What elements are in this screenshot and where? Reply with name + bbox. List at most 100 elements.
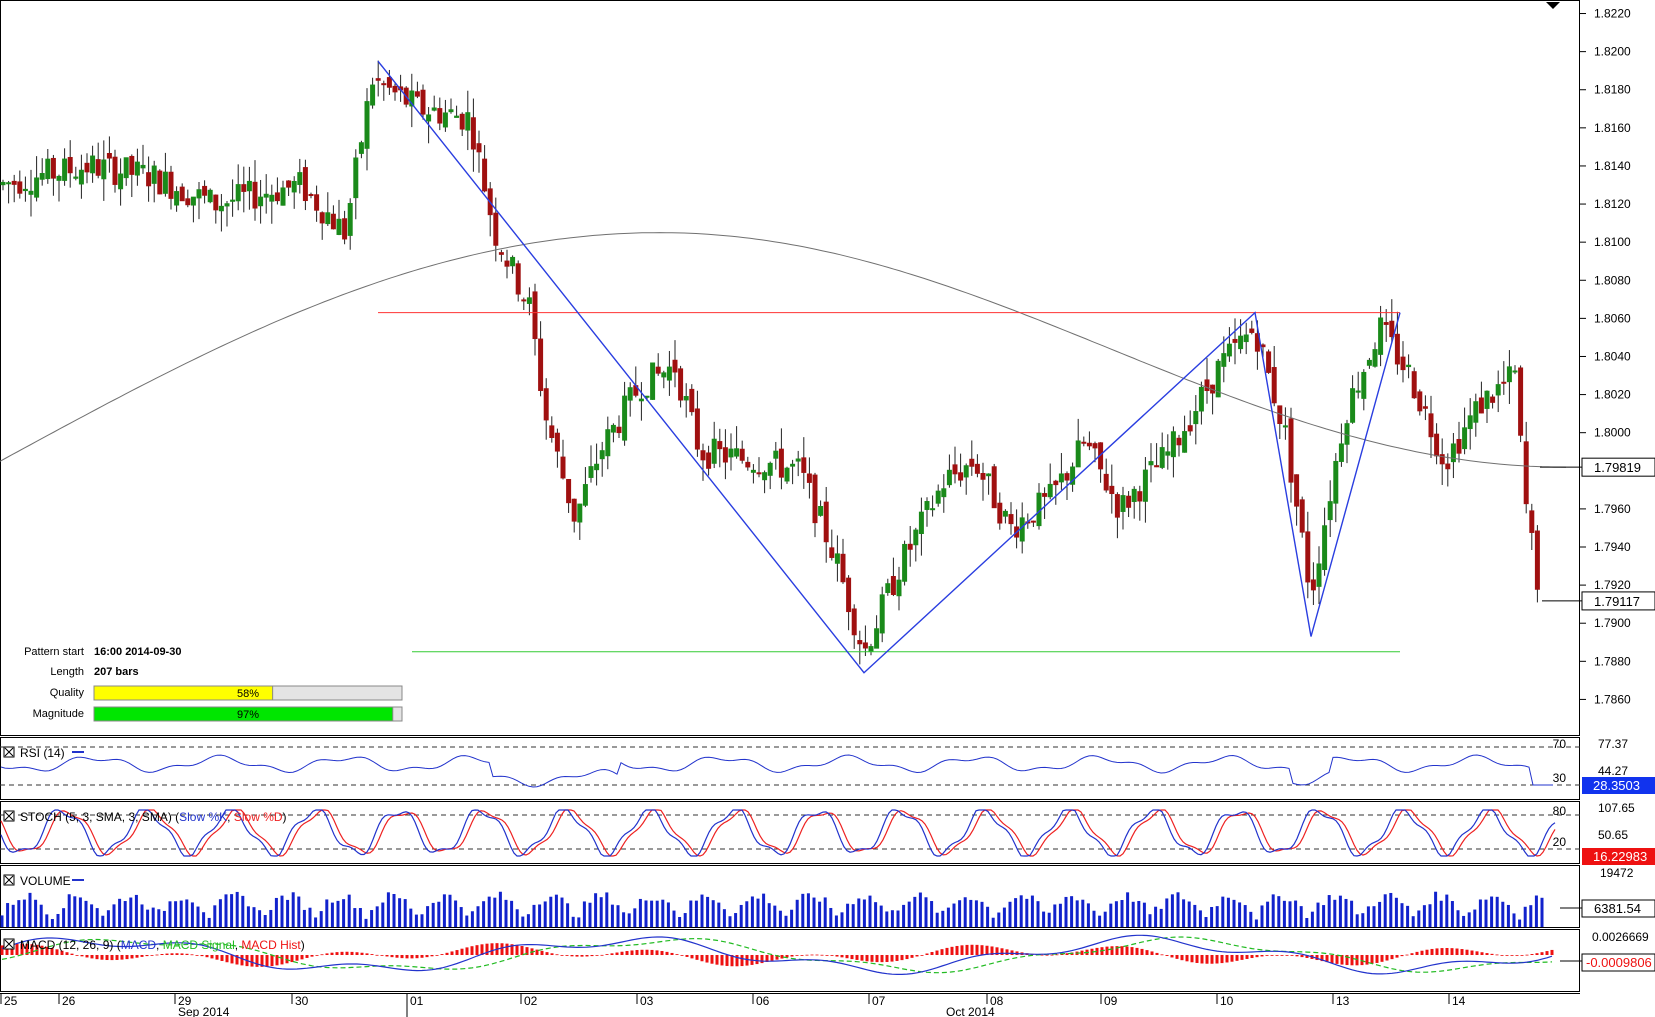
candle-body: [1501, 381, 1507, 384]
candle-body: [941, 488, 947, 498]
macd-hist-bar: [175, 953, 179, 955]
candle-body: [162, 171, 168, 194]
candle-body: [230, 199, 236, 202]
macd-hist-bar: [850, 955, 854, 960]
macd-hist-bar: [180, 953, 184, 955]
macd-hist-bar: [385, 955, 389, 957]
volume-bar: [73, 896, 77, 927]
macd-hist-bar: [1500, 955, 1504, 956]
candle-body: [1019, 517, 1025, 542]
candle-body: [39, 173, 45, 180]
macd-hist-bar: [700, 955, 704, 962]
candle-body: [1327, 501, 1333, 521]
volume-bar: [1288, 901, 1292, 927]
macd-hist-bar: [40, 945, 44, 955]
volume-bar: [896, 910, 900, 927]
time-tick-label: 06: [756, 994, 770, 1008]
macd-hist-bar: [755, 955, 759, 965]
macd-hist-bar: [765, 955, 769, 962]
macd-hist-bar: [460, 948, 464, 955]
macd-hist-bar: [1140, 948, 1144, 955]
volume-bar: [437, 901, 441, 927]
volume-bar: [258, 910, 262, 927]
macd-hist-bar: [505, 943, 509, 955]
stoch-axis-top: 107.65: [1598, 801, 1635, 815]
volume-bar: [196, 906, 200, 927]
candle-body: [207, 189, 213, 203]
macd-histogram: [0, 943, 1554, 967]
candle-body: [202, 185, 208, 196]
macd-hist-bar: [15, 943, 19, 955]
macd-hist-bar: [680, 955, 684, 956]
macd-hist-bar: [960, 945, 964, 955]
macd-hist-bar: [910, 955, 914, 958]
macd-hist-bar: [50, 947, 54, 955]
macd-hist-bar: [555, 954, 559, 956]
volume-bar: [1277, 896, 1281, 927]
volume-bar: [224, 894, 228, 927]
candle-body: [454, 115, 460, 118]
candle-body: [700, 450, 706, 461]
volume-bar: [1182, 899, 1186, 927]
candle-body: [969, 458, 975, 467]
volume-bar: [319, 911, 323, 927]
candle-body: [1042, 493, 1048, 497]
volume-bar: [823, 897, 827, 927]
candle-body: [280, 187, 286, 206]
volume-bar: [1019, 895, 1023, 927]
macd-hist-bar: [770, 955, 774, 961]
rsi-title: RSI (14): [20, 746, 65, 760]
volume-bar: [67, 894, 71, 927]
price-tick-label: 1.8100: [1594, 235, 1631, 249]
macd-hist-bar: [1465, 949, 1469, 955]
macd-hist-bar: [1205, 955, 1209, 964]
volume-bar: [1417, 910, 1421, 927]
macd-hist-bar: [565, 955, 569, 956]
rsi-level-high-label: 70: [1553, 737, 1567, 751]
volume-bar: [1333, 899, 1337, 927]
candle-body: [801, 457, 807, 473]
macd-hist-bar: [1300, 955, 1304, 958]
macd-hist-bar: [1230, 955, 1234, 962]
stoch-level-high-label: 80: [1553, 804, 1567, 818]
volume-bar: [39, 904, 43, 927]
scroll-arrow-icon[interactable]: [1546, 2, 1560, 9]
macd-hist-bar: [145, 955, 149, 957]
candle-body: [274, 192, 280, 202]
volume-bar: [1361, 913, 1365, 927]
macd-hist-bar: [1410, 953, 1414, 955]
candle-body: [683, 396, 689, 401]
volume-bar: [263, 915, 267, 927]
macd-hist-bar: [1440, 948, 1444, 955]
macd-hist-bar: [1495, 954, 1499, 956]
macd-hist-bar: [1360, 955, 1364, 966]
candle-body: [56, 175, 62, 181]
volume-bar: [1322, 905, 1326, 927]
macd-hist-bar: [695, 955, 699, 960]
macd-hist-bar: [1480, 952, 1484, 955]
macd-hist-bar: [190, 954, 194, 956]
volume-bar: [818, 901, 822, 927]
volume-bar: [538, 904, 542, 927]
candle-body: [1047, 483, 1053, 498]
macd-hist-bar: [0, 945, 4, 955]
candle-body: [286, 180, 292, 188]
volume-bar: [78, 897, 82, 927]
macd-hist-bar: [865, 955, 869, 962]
candle-body: [974, 463, 980, 474]
volume-bar: [980, 901, 984, 927]
macd-hist-bar: [1155, 952, 1159, 955]
candle-body: [594, 463, 600, 471]
volume-bar: [717, 902, 721, 927]
volume-bar: [1484, 899, 1488, 927]
candle-body: [218, 205, 224, 212]
rsi-axis-top: 77.37: [1598, 737, 1628, 751]
volume-bar: [879, 905, 883, 927]
candle-body: [482, 158, 488, 192]
volume-bar: [902, 904, 906, 927]
price-tick-label: 1.7900: [1594, 616, 1631, 630]
macd-hist-bar: [335, 952, 339, 955]
volume-bar: [526, 914, 530, 927]
candle-body: [605, 429, 611, 457]
volume-bar: [1210, 907, 1214, 927]
